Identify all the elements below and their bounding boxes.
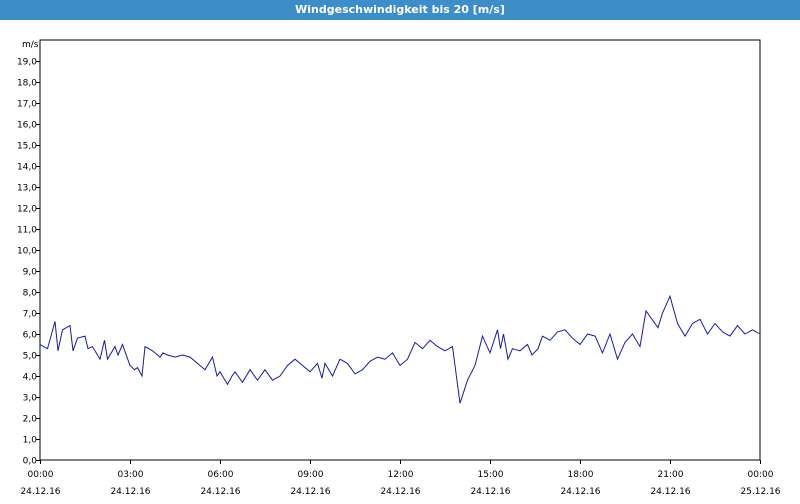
x-tick-time-label: 18:00 [568,470,594,480]
chart-frame: 0,0 1,0 2,0 3,0 4,0 5,0 6,0 7,0 8,0 9,0 10,0 11,0 12… [0,20,800,500]
tick-labels: 0,0 1,0 2,0 3,0 4,0 5,0 6,0 7,0 8,0 9,0 10,0 11,0 12… [17,58,781,498]
series-layer [39,294,761,404]
x-tick-date-label: 24.12.16 [200,487,240,497]
y-axis-unit-label: m/s [22,40,39,50]
y-tick-label: 10,0 [17,247,37,257]
y-tick-label: 16,0 [17,121,37,131]
wind-speed-chart: 0,0 1,0 2,0 3,0 4,0 5,0 6,0 7,0 8,0 9,0 10,0 11,0 12… [17,39,781,498]
x-tick-time-label: 00:00 [28,470,54,480]
y-tick-label: 7,0 [23,310,38,320]
x-tick-date-label: 24.12.16 [650,487,690,497]
x-tick-time-label: 00:00 [748,470,774,480]
y-tick-label: 4,0 [23,373,38,383]
wind-speed-series-line [39,294,761,404]
y-tick-label: 8,0 [23,289,38,299]
x-tick-date-label: 24.12.16 [290,487,330,497]
x-tick-date-label: 24.12.16 [20,487,60,497]
x-tick-date-label: 24.12.16 [110,487,150,497]
y-tick-label: 19,0 [17,58,37,68]
y-tick-label: 15,0 [17,142,37,152]
x-tick-date-label: 25.12.16 [740,487,780,497]
y-tick-label: 3,0 [23,394,38,404]
x-tick-date-label: 24.12.16 [560,487,600,497]
plot-border [39,39,761,461]
x-tick-date-label: 24.12.16 [470,487,510,497]
x-tick-time-label: 12:00 [388,470,414,480]
y-tick-label: 6,0 [23,331,38,341]
y-tick-label: 14,0 [17,163,37,173]
x-tick-time-label: 06:00 [208,470,234,480]
y-tick-label: 9,0 [23,268,38,278]
y-tick-label: 18,0 [17,79,37,89]
x-tick-time-label: 09:00 [298,470,324,480]
x-tick-date-label: 24.12.16 [380,487,420,497]
x-tick-time-label: 21:00 [658,470,684,480]
y-tick-label: 0,0 [23,457,38,467]
y-tick-label: 2,0 [23,415,38,425]
x-tick-time-label: 15:00 [478,470,504,480]
x-tick-time-label: 03:00 [118,470,144,480]
axes [36,39,761,464]
y-tick-label: 12,0 [17,205,37,215]
y-tick-label: 1,0 [23,436,38,446]
y-tick-label: 13,0 [17,184,37,194]
window-title: Windgeschwindigkeit bis 20 [m/s] [0,0,800,20]
y-tick-label: 11,0 [17,226,37,236]
y-tick-label: 5,0 [23,352,38,362]
y-tick-label: 17,0 [17,100,37,110]
